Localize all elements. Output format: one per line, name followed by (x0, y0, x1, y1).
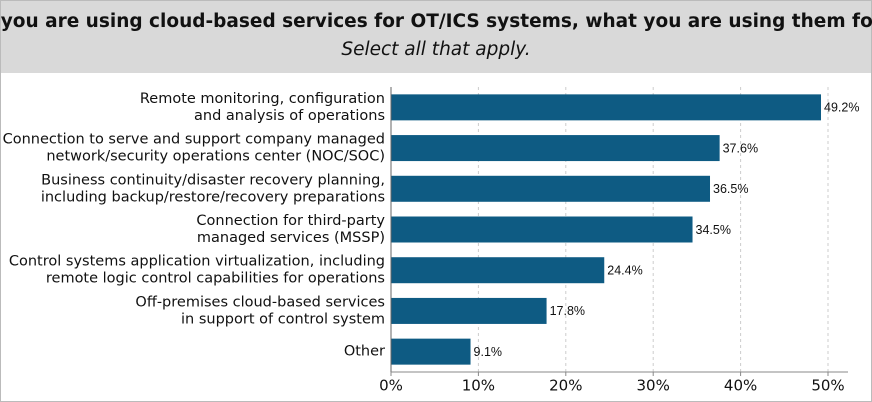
chart-subtitle: Select all that apply. (341, 39, 530, 60)
value-label: 17.8% (550, 304, 585, 318)
category-label: Connection to serve and support company … (3, 132, 385, 148)
bar (391, 216, 693, 243)
category-label: including backup/restore/recovery prepar… (41, 189, 385, 205)
bar (391, 257, 605, 284)
value-label: 49.2% (824, 101, 859, 115)
category-label: and analysis of operations (194, 108, 385, 124)
category-label: remote logic control capabilities for op… (46, 271, 385, 287)
category-label: Control systems application virtualizati… (9, 254, 385, 270)
chart-title: If you are using cloud-based services fo… (0, 11, 872, 32)
x-tick-label: 30% (637, 377, 670, 395)
bar (391, 297, 547, 324)
category-label: Off-premises cloud-based services (135, 294, 385, 310)
category-label: Remote monitoring, configuration (140, 91, 385, 107)
value-label: 36.5% (713, 182, 748, 196)
category-label: in support of control system (181, 311, 385, 327)
bar (391, 94, 822, 121)
x-tick-label: 50% (811, 377, 844, 395)
value-label: 9.1% (474, 345, 503, 359)
category-label: Connection for third-party (196, 213, 385, 229)
x-tick-label: 10% (462, 377, 495, 395)
x-tick-label: 20% (549, 377, 582, 395)
bar (391, 338, 471, 365)
x-tick-label: 0% (379, 377, 403, 395)
category-label: managed services (MSSP) (197, 230, 385, 246)
category-label: Business continuity/disaster recovery pl… (41, 172, 385, 188)
category-label: network/security operations center (NOC/… (46, 149, 385, 165)
bar (391, 175, 711, 202)
bar (391, 135, 720, 162)
title-band (1, 1, 871, 73)
value-label: 37.6% (723, 141, 758, 155)
value-label: 34.5% (696, 223, 731, 237)
value-label: 24.4% (607, 264, 642, 278)
x-tick-label: 40% (724, 377, 757, 395)
category-label: Other (344, 344, 385, 360)
